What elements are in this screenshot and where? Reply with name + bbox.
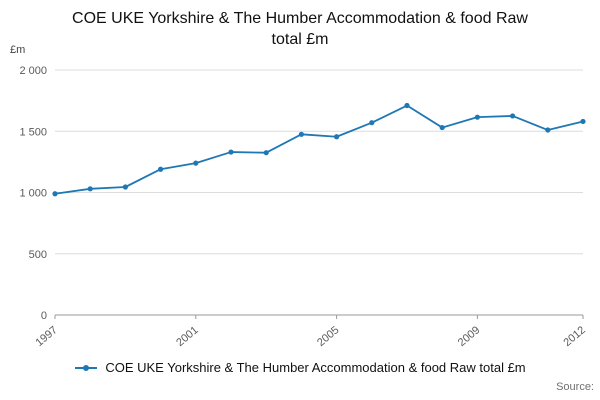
y-tick-label: 500 xyxy=(29,249,47,261)
data-point xyxy=(263,150,269,156)
data-line xyxy=(54,104,584,195)
x-tick-label: 2001 xyxy=(174,324,200,349)
data-point xyxy=(369,120,375,126)
data-point xyxy=(298,131,304,137)
legend: COE UKE Yorkshire & The Humber Accommoda… xyxy=(0,360,600,375)
data-point xyxy=(52,191,58,197)
data-point xyxy=(545,127,551,133)
data-point xyxy=(474,114,480,120)
source-text: Source: xyxy=(556,381,594,393)
data-point xyxy=(87,186,93,192)
x-tick-label: 2005 xyxy=(315,324,341,349)
x-tick-label: 1997 xyxy=(33,324,59,349)
y-tick-label: 0 xyxy=(41,310,47,322)
data-point xyxy=(439,124,445,131)
data-point xyxy=(509,113,516,119)
legend-label: COE UKE Yorkshire & The Humber Accommoda… xyxy=(105,360,526,375)
x-tick-label: 2012 xyxy=(561,324,587,349)
y-tick-label: 1 500 xyxy=(19,126,47,138)
data-point xyxy=(158,166,164,172)
data-point xyxy=(404,102,410,109)
data-point xyxy=(334,134,340,140)
line-chart-canvas: 0 500 1 000 1 500 2 000 1997 2001 2005 2009 2012 xyxy=(19,65,587,349)
chart-title: COE UKE Yorkshire & The Humber Accommoda… xyxy=(72,10,528,49)
data-point xyxy=(193,160,199,166)
x-tick-label: 2009 xyxy=(456,324,482,349)
legend-line-marker-icon xyxy=(75,364,98,371)
y-tick-label: 1 000 xyxy=(19,188,47,200)
data-point xyxy=(228,149,234,155)
y-axis-unit-label: £m xyxy=(10,44,26,56)
data-point xyxy=(122,184,128,190)
data-point xyxy=(580,118,586,125)
y-tick-label: 2 000 xyxy=(19,65,47,77)
